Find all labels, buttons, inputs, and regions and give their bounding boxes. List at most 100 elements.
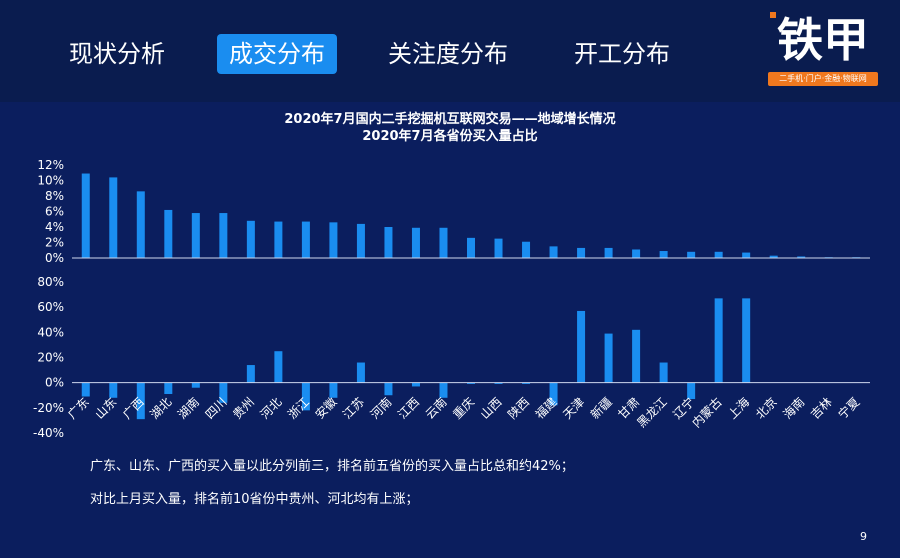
share-bar: [742, 252, 751, 258]
share-bar: [467, 237, 475, 258]
category-label: 新疆: [587, 394, 615, 422]
change-bar: [246, 365, 255, 383]
change-bar: [329, 382, 338, 398]
change-bar: [522, 382, 531, 384]
category-label: 宁夏: [835, 394, 863, 422]
change-bar: [714, 298, 723, 383]
change-ytick-label: -20%: [33, 401, 64, 415]
share-ytick-label: 10%: [37, 174, 64, 188]
share-bar: [632, 249, 641, 258]
change-bar: [632, 329, 641, 383]
category-label: 河南: [367, 394, 395, 422]
change-bar: [301, 382, 310, 411]
chart-title: 2020年7月国内二手挖掘机互联网交易——地域增长情况: [284, 112, 616, 127]
category-label: 湖南: [174, 394, 202, 422]
share-bar: [687, 251, 696, 258]
change-bar: [604, 333, 613, 383]
note-line-2: 对比上月买入量，排名前10省份中贵州、河北均有上涨；: [90, 492, 419, 507]
change-ytick-label: 60%: [37, 300, 64, 314]
change-ytick-label: 20%: [37, 351, 64, 365]
category-label: 江苏: [340, 395, 367, 422]
share-bar: [301, 221, 310, 258]
category-label: 重庆: [450, 395, 477, 422]
share-ytick-label: 12%: [37, 158, 64, 172]
change-bar: [109, 382, 118, 398]
share-ytick-label: 2%: [45, 236, 64, 250]
change-bar: [549, 382, 558, 406]
category-label: 上海: [725, 394, 753, 422]
category-label: 陕西: [505, 394, 533, 422]
share-bar: [109, 177, 118, 258]
share-bar: [494, 238, 503, 258]
share-bar: [219, 213, 228, 258]
change-bar: [219, 382, 228, 403]
logo-dot: [770, 12, 776, 18]
category-label: 吉林: [808, 395, 835, 422]
share-bar: [329, 222, 338, 258]
brand-logo: 铁甲 二手机·门户·金融·物联网: [768, 8, 878, 86]
share-bar: [797, 256, 806, 258]
logo-tagline: 二手机·门户·金融·物联网: [768, 72, 878, 86]
share-ytick-label: 6%: [45, 205, 64, 219]
share-bar: [769, 255, 778, 258]
note-line-1: 广东、山东、广西的买入量以此分列前三，排名前五省份的买入量占比总和约42%；: [90, 459, 574, 474]
change-bar: [577, 310, 586, 383]
share-bar: [191, 213, 200, 258]
change-bar: [687, 382, 696, 400]
category-label: 山东: [93, 395, 120, 422]
change-bar: [659, 362, 668, 383]
logo-wordmark: 铁甲: [770, 12, 869, 66]
category-label: 海南: [780, 394, 808, 422]
category-label: 河北: [258, 395, 285, 422]
share-bar: [356, 223, 365, 258]
change-bar: [136, 382, 145, 420]
share-bar: [246, 220, 255, 258]
share-bar: [274, 221, 283, 258]
change-bar: [384, 382, 393, 396]
category-label: 广东: [65, 395, 92, 422]
share-bar: [384, 227, 393, 258]
change-bar: [274, 351, 283, 383]
category-label: 江西: [395, 395, 422, 422]
share-ytick-label: 0%: [45, 251, 64, 265]
share-bar: [439, 227, 448, 258]
category-label: 内蒙古: [689, 394, 725, 430]
share-bar: [714, 251, 723, 258]
change-bar: [411, 382, 420, 387]
share-bar: [577, 247, 586, 258]
tab-transaction-distribution[interactable]: 成交分布: [217, 34, 337, 74]
tab-status-analysis[interactable]: 现状分析: [69, 40, 165, 68]
change-bar: [191, 382, 200, 388]
category-label: 云南: [422, 394, 450, 422]
category-label: 山西: [478, 395, 505, 422]
share-bar: [522, 241, 531, 258]
change-bar: [81, 382, 90, 397]
category-label: 安徽: [312, 394, 340, 422]
share-bar: [136, 191, 145, 258]
change-chart: -40%-20%0%20%40%60%80%广东 山东 广西 湖北 湖南 四川 贵州 河北 浙江…: [33, 275, 870, 440]
category-label: 湖北: [147, 394, 175, 422]
change-bar: [494, 382, 503, 384]
chart-subtitle: 2020年7月各省份买入量占比: [362, 129, 538, 144]
change-ytick-label: 40%: [37, 325, 64, 339]
change-ytick-label: 80%: [37, 275, 64, 289]
change-bar: [356, 362, 365, 383]
tab-attention-distribution[interactable]: 关注度分布: [388, 40, 508, 68]
category-label: 贵州: [230, 395, 257, 422]
logo-text: 铁甲: [777, 13, 869, 66]
change-ytick-label: -40%: [33, 426, 64, 440]
bar-chart: 0%2%4%6%8%10%12% -40%-20%0%20%40%60%80%广…: [33, 158, 870, 440]
share-bar: [81, 173, 90, 258]
tab-operation-distribution[interactable]: 开工分布: [574, 40, 670, 68]
share-ytick-label: 4%: [45, 220, 64, 234]
share-bar: [549, 246, 558, 258]
change-bar: [164, 382, 173, 394]
change-bar: [467, 382, 475, 384]
change-bar: [439, 382, 448, 398]
change-bar: [742, 298, 751, 383]
category-label: 天津: [560, 395, 587, 422]
share-chart: 0%2% 4%6% 8%10% 12%: [37, 158, 870, 265]
share-bar: [604, 247, 613, 258]
category-label: 北京: [753, 395, 780, 422]
category-label: 黑龙江: [634, 395, 669, 430]
